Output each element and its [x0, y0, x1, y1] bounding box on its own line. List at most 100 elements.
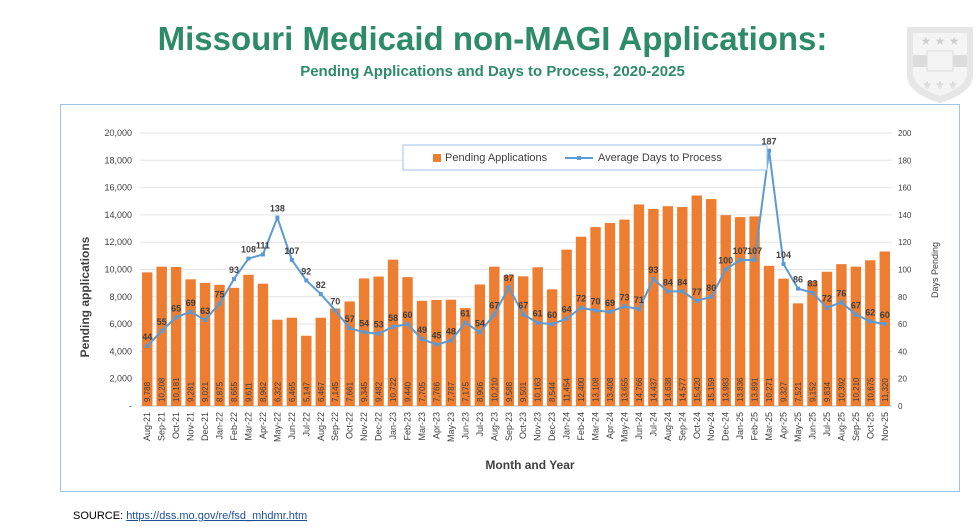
bar [257, 283, 269, 406]
days-marker [868, 319, 873, 324]
x-tick-label: Nov-25 [880, 412, 890, 441]
bar-data-label: 9,021 [201, 381, 210, 402]
bar [185, 279, 196, 406]
bar-data-label: 13,891 [751, 377, 760, 402]
x-tick-label: Dec-24 [721, 412, 731, 441]
days-marker [275, 215, 280, 220]
bar-data-label: 14,638 [664, 377, 673, 402]
bar [648, 208, 659, 406]
days-marker [593, 308, 598, 313]
x-tick-label: Mar-24 [591, 412, 601, 441]
legend-line-marker [577, 156, 581, 160]
bar-data-label: 13,836 [736, 377, 745, 402]
line-data-label: 44 [142, 332, 152, 342]
bar [677, 207, 688, 406]
days-marker [853, 312, 858, 317]
line-data-label: 72 [822, 294, 832, 304]
bar [561, 249, 572, 406]
bar-data-label: 7,145 [331, 381, 340, 402]
bar-data-label: 7,705 [418, 381, 427, 402]
bar-data-label: 9,482 [375, 381, 384, 402]
bar-data-label: 8,544 [548, 381, 557, 402]
x-tick-label: Oct-21 [171, 412, 181, 439]
bar-data-label: 8,875 [216, 381, 225, 402]
source-link[interactable]: https://dss.mo.gov/re/fsd_mhdmr.htm [126, 510, 308, 522]
days-marker [622, 304, 627, 309]
x-tick-label: Nov-21 [186, 412, 196, 441]
bar-data-label: 8,906 [476, 381, 485, 402]
line-data-label: 72 [576, 294, 586, 304]
x-tick-label: Mar-25 [764, 412, 774, 441]
days-marker [810, 290, 815, 295]
bar-data-label: 10,208 [158, 377, 167, 402]
line-data-label: 65 [171, 303, 181, 313]
line-data-label: 53 [374, 320, 384, 330]
y-tick-label: 8,000 [109, 292, 132, 302]
x-tick-label: Dec-21 [200, 412, 210, 441]
days-marker [550, 322, 555, 327]
x-tick-label: Apr-23 [431, 412, 441, 439]
x-tick-label: Mar-23 [417, 412, 427, 441]
bar-data-label: 7,766 [432, 381, 441, 402]
x-tick-label: Feb-23 [403, 412, 413, 441]
bar-data-label: 14,766 [635, 377, 644, 402]
y2-tick-label: 0 [898, 402, 903, 411]
chart-frame [60, 104, 960, 492]
x-tick-label: Oct-23 [518, 412, 528, 439]
days-marker [564, 316, 569, 321]
line-data-label: 93 [648, 265, 658, 275]
bar [850, 266, 862, 406]
bar [734, 217, 746, 406]
bar [243, 274, 254, 406]
bar [633, 204, 645, 406]
bar-data-label: 13,655 [620, 377, 629, 402]
svg-text:⚜ ⚜ ⚜: ⚜ ⚜ ⚜ [922, 80, 958, 92]
x-tick-label: Mar-22 [243, 412, 253, 441]
x-tick-label: Jul-24 [648, 412, 658, 437]
bar [778, 278, 789, 406]
line-data-label: 138 [270, 204, 285, 214]
x-tick-label: Aug-24 [663, 412, 673, 441]
bar-data-label: 8,655 [230, 381, 239, 402]
line-data-label: 100 [718, 256, 733, 266]
bar [575, 236, 587, 406]
line-data-label: 54 [475, 318, 485, 328]
bar [402, 277, 413, 406]
y2-tick-label: 40 [898, 347, 907, 356]
days-marker [304, 278, 309, 283]
days-marker [608, 309, 612, 314]
bar-data-label: 15,420 [693, 377, 702, 402]
line-data-label: 48 [446, 326, 456, 336]
bar-data-label: 10,210 [852, 377, 861, 402]
bar [431, 299, 442, 406]
days-marker [477, 330, 482, 335]
bar [489, 266, 500, 406]
bar-data-label: 11,454 [563, 378, 572, 402]
bar [460, 308, 471, 406]
chart-title: Missouri Medicaid non-MAGI Applications: [157, 20, 828, 57]
x-tick-label: Apr-22 [258, 412, 268, 439]
days-marker [405, 322, 410, 327]
x-tick-label: Jan-23 [388, 412, 398, 440]
line-data-label: 71 [634, 295, 644, 305]
bar-data-label: 9,834 [823, 381, 832, 402]
bar [142, 272, 153, 406]
line-data-label: 54 [359, 318, 369, 328]
days-marker [796, 286, 800, 291]
source-label: SOURCE: [73, 510, 127, 522]
x-tick-label: Aug-25 [836, 412, 846, 441]
bar-data-label: 14,577 [678, 377, 687, 402]
x-tick-label: Nov-24 [706, 412, 716, 441]
days-marker [159, 328, 164, 333]
x-tick-label: Oct-22 [345, 412, 355, 439]
bar-data-label: 7,787 [447, 381, 456, 402]
days-marker [232, 277, 236, 282]
y-tick-label: 20,000 [104, 128, 132, 138]
bar [821, 271, 833, 406]
line-data-label: 187 [762, 137, 777, 147]
days-marker [723, 267, 728, 272]
bar-data-label: 9,152 [808, 381, 817, 402]
bar [879, 251, 890, 406]
y2-tick-label: 160 [898, 184, 912, 193]
